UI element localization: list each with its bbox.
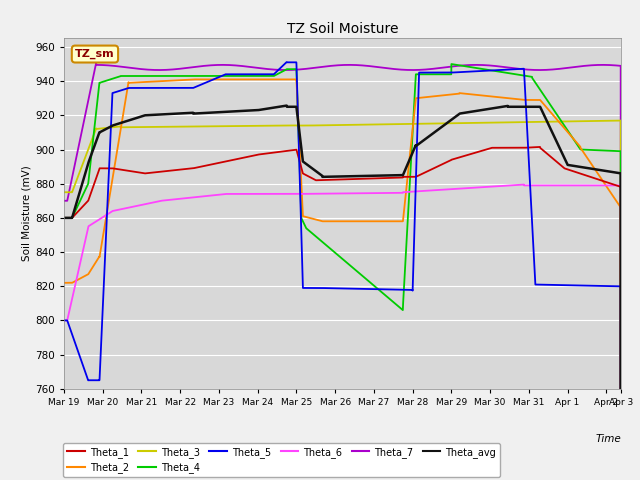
Y-axis label: Soil Moisture (mV): Soil Moisture (mV) xyxy=(21,166,31,262)
Title: TZ Soil Moisture: TZ Soil Moisture xyxy=(287,22,398,36)
Text: TZ_sm: TZ_sm xyxy=(75,49,115,59)
Legend: Theta_1, Theta_2, Theta_3, Theta_4, Theta_5, Theta_6, Theta_7, Theta_avg: Theta_1, Theta_2, Theta_3, Theta_4, Thet… xyxy=(63,443,500,477)
Text: Time: Time xyxy=(595,434,621,444)
